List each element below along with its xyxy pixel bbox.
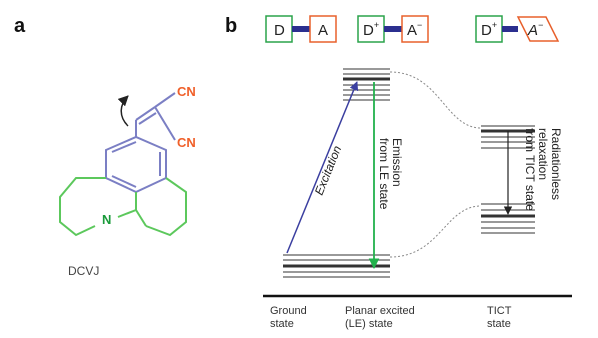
acceptor-minus-box [401,15,429,43]
emission-label: Emissionfrom LE state [377,138,404,210]
vinyl-group [135,92,176,141]
acceptor-label: A [318,22,328,39]
cn-top: CN [177,84,196,99]
panel-b-label: b [225,15,237,37]
acceptor-minus-label-twisted: A− [527,20,543,39]
da-charged-twisted-pair: D+ A− [475,15,560,43]
da-charged-planar-pair: D+ A− [357,15,429,43]
acceptor-minus-label: A− [407,20,422,39]
aromatic-ring [105,135,167,194]
linker-bar [502,26,518,32]
nitrogen-atom: N [102,212,111,227]
connector-ground-to-tict [389,205,482,258]
acceptor-box [309,15,337,43]
tict-state-label: TICT state [487,305,512,330]
relaxation-label: Radiationlessrelaxationfrom TICT state [523,128,563,211]
donor-plus-label: D+ [363,20,379,39]
da-neutral-pair: D A [265,15,337,43]
excitation-arrow [286,81,359,254]
donor-plus-label-twisted: D+ [481,20,497,39]
donor-box [265,15,293,43]
rotation-arrow [117,95,129,127]
cn-bottom: CN [177,135,196,150]
donor-label: D [274,22,285,39]
julolidine-rings [59,177,187,237]
planar-state-label: Planar excited (LE) state [345,305,415,330]
panel-b: b D A D+ A− D+ A− [225,15,572,330]
ground-state-label: Ground state [270,305,307,330]
connector-le-to-tict [389,71,482,129]
linker-bar [292,26,310,32]
le-state-levels [343,68,390,101]
acceptor-minus-box-twisted [516,16,560,42]
molecule-name: DCVJ [68,264,99,278]
panel-a-label: a [14,15,26,37]
excitation-label: Excitation [312,143,345,197]
panel-a: a N CN CN DCVJ [14,15,196,278]
linker-bar [384,26,402,32]
